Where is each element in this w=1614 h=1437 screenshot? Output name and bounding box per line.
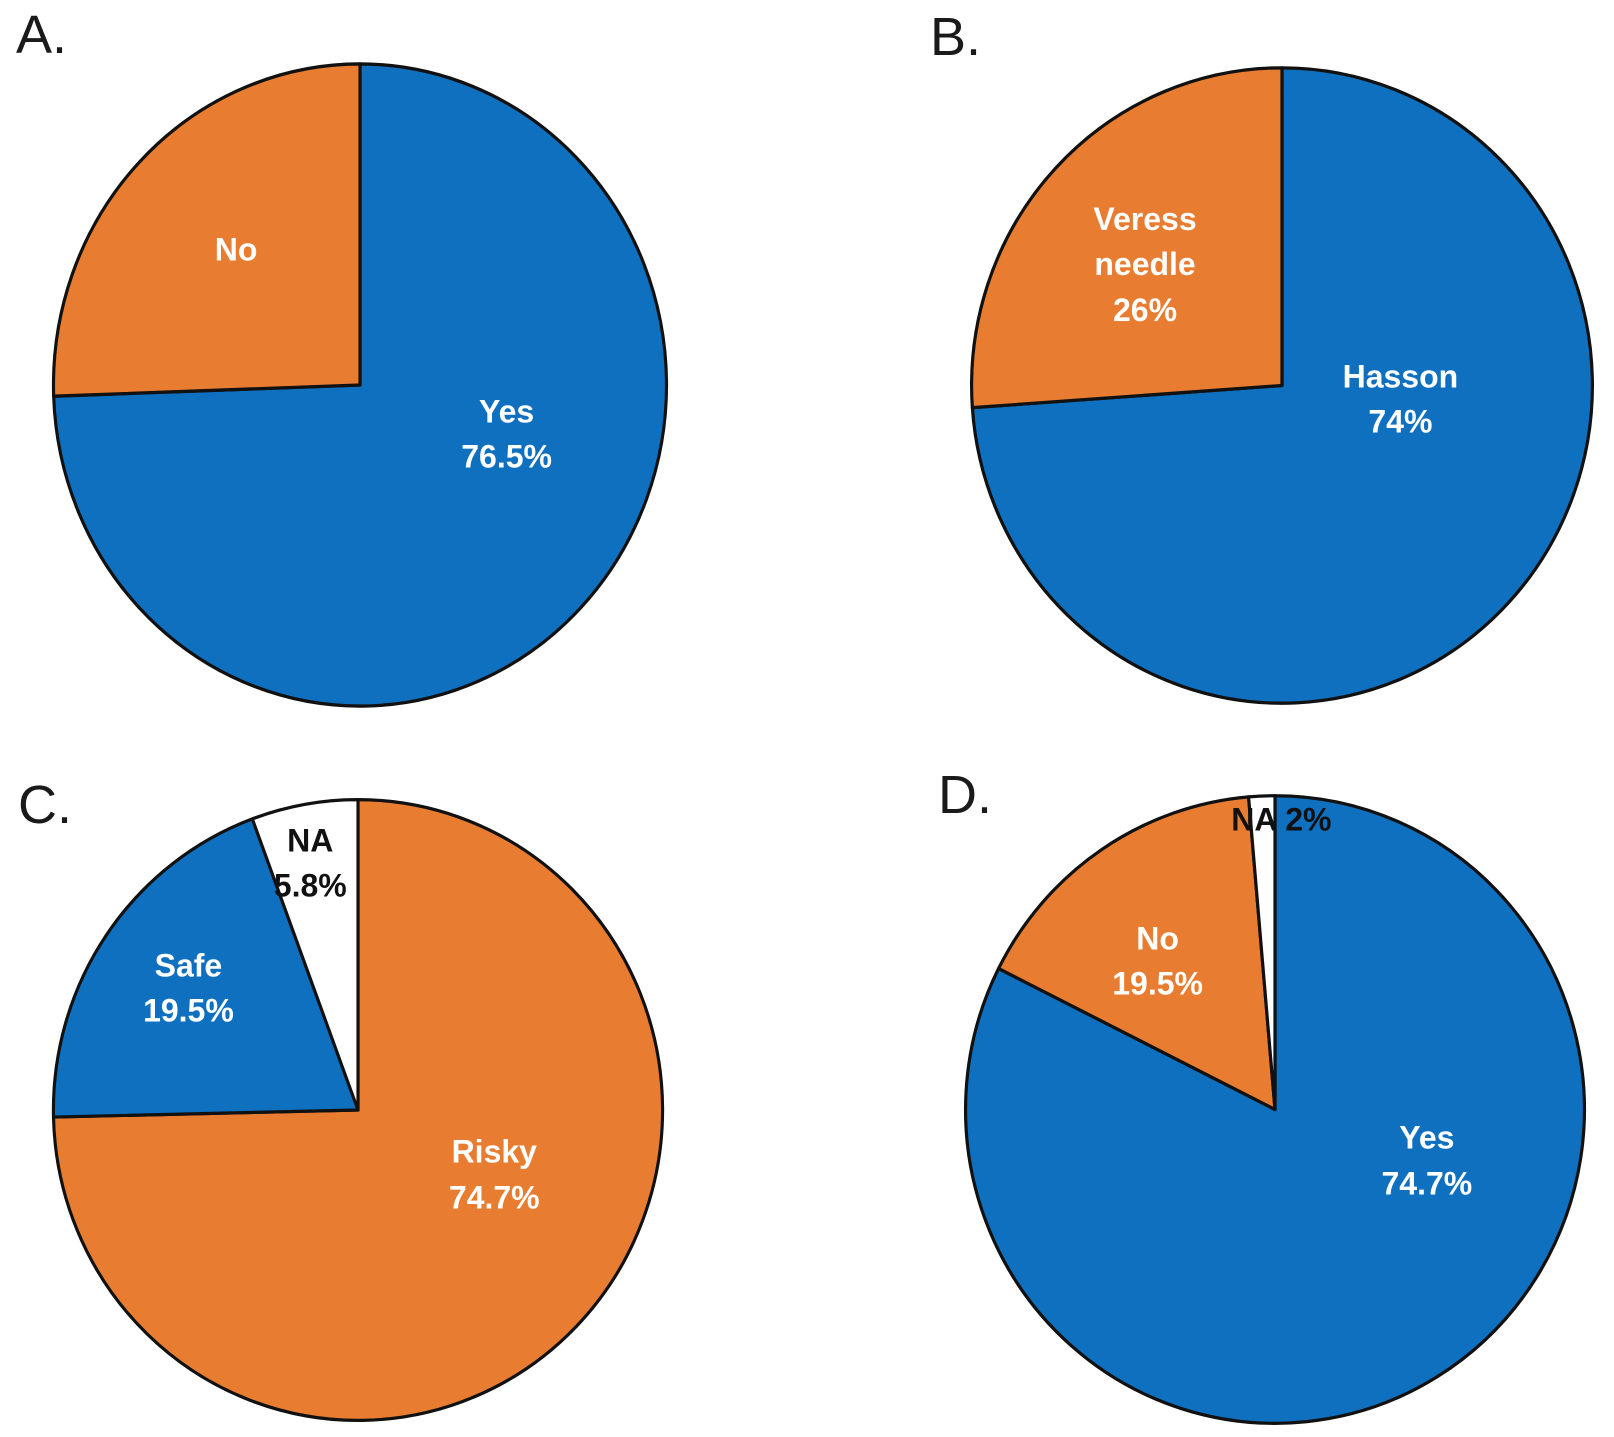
panel-label-b: B. [930,7,982,67]
pie-chart-panel-b: Veress needle 26% Hasson 74% [962,58,1602,713]
pie-b [970,66,1594,705]
panel-label-d: D. [938,765,992,825]
pie-a [51,62,669,708]
pie-slice-na [1246,794,1277,1112]
panel-label-c: C. [18,775,72,835]
pie-chart-panel-a: No Yes 76.5% [44,54,676,716]
pie-slice-safe [51,817,360,1119]
pie-d [963,794,1586,1425]
panel-label-a: A. [16,5,68,65]
pie-chart-panel-c: NA 5.8% Safe 19.5% Risky 74.7% [44,790,672,1430]
pie-slice-na [250,798,360,1112]
pie-slice-veress-needle [970,66,1284,410]
pie-slice-yes [963,794,1586,1425]
pie-c [51,798,665,1422]
pie-chart-panel-d: NA 2% No 19.5% Yes 74.7% [956,786,1594,1433]
pie-slice-no [996,795,1277,1112]
pie-slice-no [51,62,362,398]
